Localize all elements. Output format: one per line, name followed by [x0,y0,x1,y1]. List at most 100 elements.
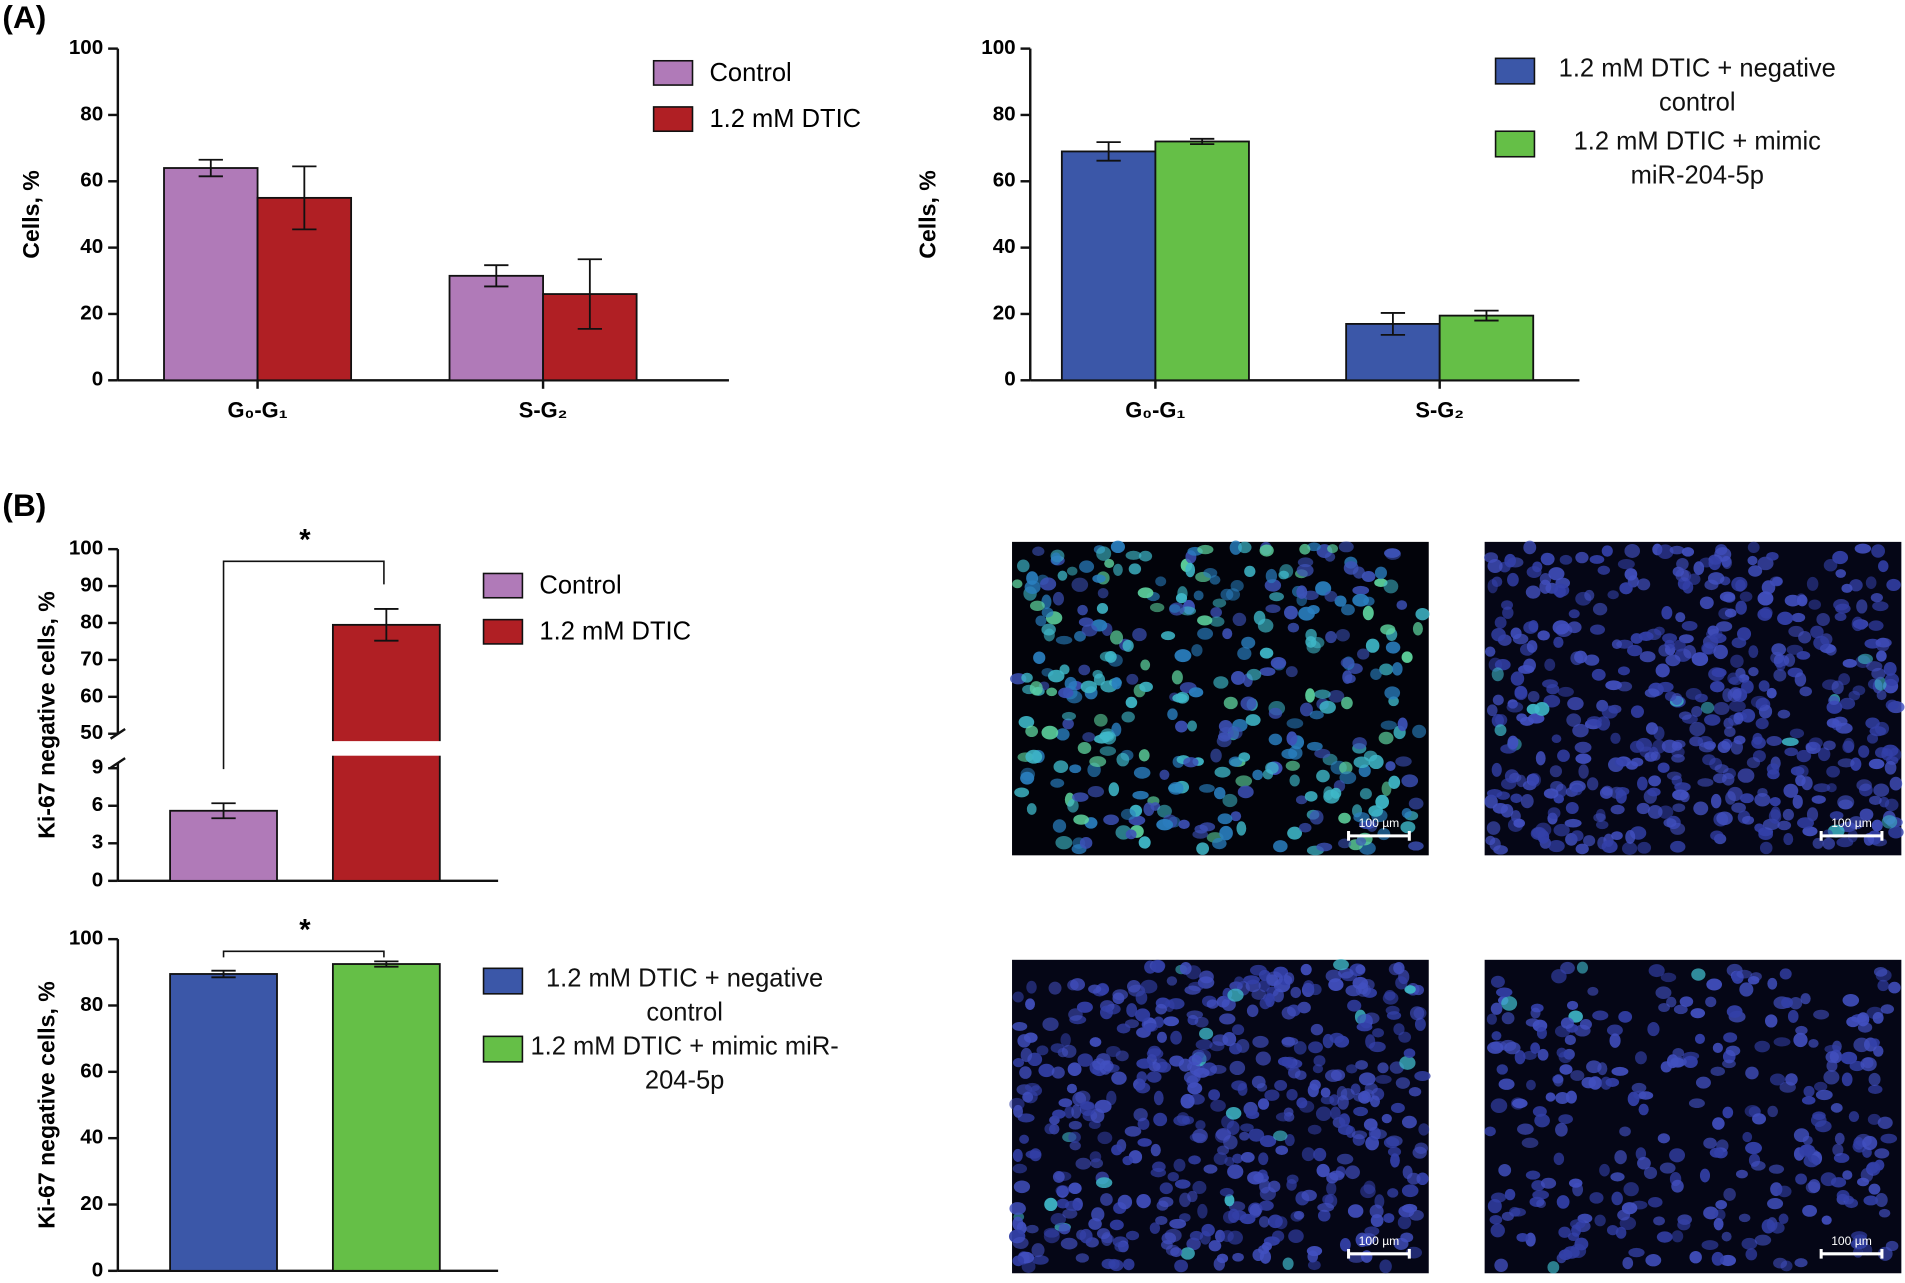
nucleus [1857,653,1873,665]
nucleus [1306,741,1323,751]
nucleus [1551,969,1567,984]
nucleus [1068,1182,1082,1195]
nucleus [1540,1177,1557,1189]
nucleus [1708,556,1721,571]
nucleus [1092,574,1106,583]
nucleus [1305,636,1317,648]
y-tick-label: 90 [80,574,103,597]
y-tick-label: 100 [69,927,103,950]
nucleus [1863,1195,1879,1206]
nucleus [1750,1160,1766,1171]
nucleus [1711,1251,1724,1266]
nucleus [1770,1222,1785,1234]
nucleus [1583,835,1596,847]
nucleus [1277,1056,1293,1067]
nucleus [1051,1066,1065,1079]
nucleus [1345,985,1362,997]
nucleus [1093,713,1108,727]
nucleus [1514,1050,1526,1065]
y-tick-label: 80 [80,102,103,125]
nucleus [1766,735,1782,746]
nucleus [1852,685,1866,696]
nucleus [1808,599,1822,610]
nucleus [1224,1194,1235,1207]
nucleus [1293,1041,1307,1055]
nucleus [1168,781,1184,795]
nucleus [1637,578,1651,591]
nucleus [1285,760,1300,771]
nucleus [1673,1004,1688,1015]
nucleus [1777,1185,1792,1198]
nucleus [1707,572,1725,585]
nucleus [1611,1191,1623,1206]
x-tick-label: G₀-G₁ [227,398,287,423]
nucleus [1710,681,1725,693]
nucleus [1716,811,1733,826]
nucleus [1024,1082,1040,1092]
nucleus [1506,701,1524,713]
nucleus [1197,615,1213,626]
nucleus [1307,1083,1319,1098]
nucleus [1384,990,1396,1001]
nucleus [1492,694,1504,706]
nucleus [1381,1113,1392,1124]
y-tick-label: 80 [80,993,103,1016]
nucleus [1219,1013,1236,1025]
nucleus [1252,1035,1269,1048]
nucleus [1395,756,1412,767]
nucleus [1232,612,1247,627]
nucleus [1330,1106,1341,1120]
nucleus [1615,789,1627,804]
nucleus [1846,1016,1860,1028]
nucleus [1874,1148,1890,1159]
nucleus [1717,740,1731,754]
nucleus [1830,1103,1843,1113]
nucleus [1186,1237,1201,1251]
nucleus [1828,695,1840,706]
nucleus [1294,1070,1307,1081]
nucleus [1274,1079,1288,1091]
nucleus [1888,826,1904,839]
nucleus [1133,1108,1148,1122]
nucleus [1019,1134,1030,1144]
nucleus [1013,1104,1023,1118]
nucleus [1259,647,1274,659]
nucleus [1044,1197,1058,1212]
nucleus [1679,791,1690,803]
nucleus [1558,1114,1573,1124]
nucleus [1273,840,1288,853]
nucleus [1153,1090,1164,1106]
nucleus [1099,746,1117,756]
nucleus [1109,1219,1124,1231]
nucleus [1041,607,1054,618]
nucleus [1504,1188,1516,1201]
nucleus [1822,837,1835,850]
panel-label: (B) [2,487,46,523]
nucleus [1496,987,1513,998]
nucleus [1523,621,1539,634]
bar [448,274,544,382]
nucleus [1671,692,1683,706]
nucleus [1077,604,1088,616]
nucleus [1842,740,1855,754]
nucleus [1657,762,1670,773]
nucleus [1123,1258,1135,1271]
nucleus [1310,1023,1324,1036]
nucleus [1491,762,1502,777]
nucleus [1754,1234,1772,1246]
bar [331,963,441,1272]
nucleus [1135,990,1148,1005]
nucleus [1390,1153,1400,1168]
nucleus [1088,984,1102,994]
nucleus [1665,654,1681,667]
nucleus [1795,1173,1807,1185]
nucleus [1527,691,1540,703]
nucleus [1238,541,1252,554]
nucleus [1868,758,1885,770]
nucleus [1268,707,1283,719]
nucleus [1773,1257,1788,1269]
nucleus [1214,787,1226,800]
nucleus [1089,1037,1102,1047]
nucleus [1342,670,1353,684]
legend-label: 1.2 mM DTIC + negative control [1558,54,1836,117]
